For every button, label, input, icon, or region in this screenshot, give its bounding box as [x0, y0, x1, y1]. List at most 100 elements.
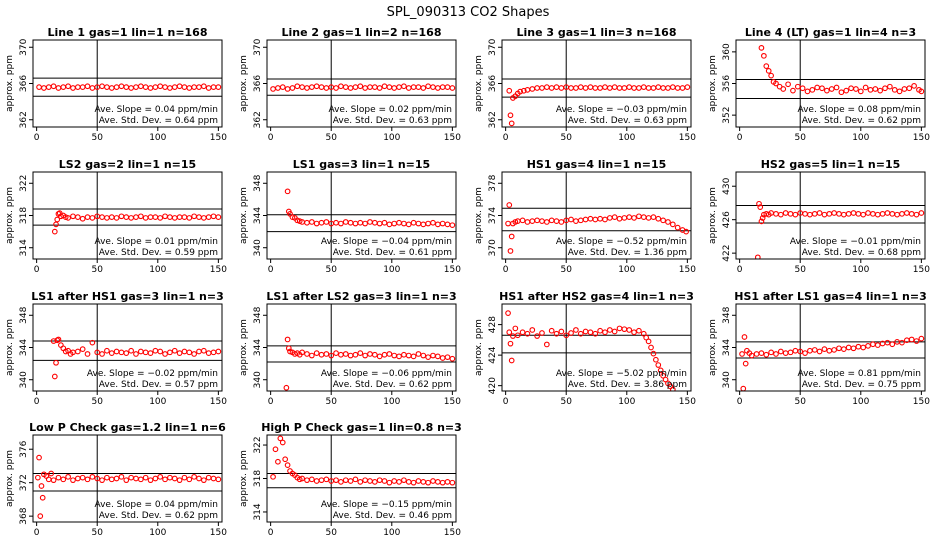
- x-tick-label: 100: [383, 133, 400, 143]
- data-point: [872, 86, 879, 92]
- data-point: [809, 86, 816, 93]
- data-point: [683, 228, 690, 235]
- data-point: [133, 475, 139, 482]
- data-point: [210, 349, 217, 356]
- y-tick-label: 424: [488, 346, 498, 363]
- chart-panel: Line 2 gas=1 lin=2 n=168 0 50 100 150 362 366 3…: [239, 26, 461, 143]
- data-point: [643, 334, 650, 341]
- data-point: [284, 336, 291, 343]
- y-axis-label: approx. ppm: [5, 187, 15, 244]
- data-point: [512, 325, 519, 332]
- panels: Line 1 gas=1 lin=1 n=168 0 50 100 150 362 366 3…: [5, 26, 930, 538]
- x-tick-label: 50: [560, 265, 572, 275]
- x-tick-label: 50: [325, 133, 337, 143]
- data-point: [176, 477, 183, 484]
- data-point: [430, 352, 436, 359]
- data-point: [819, 85, 825, 92]
- data-point: [420, 85, 427, 91]
- data-point: [205, 350, 212, 356]
- data-point: [884, 210, 891, 216]
- data-point: [430, 84, 436, 90]
- data-point: [171, 347, 178, 354]
- y-axis-label: approx. ppm: [474, 55, 484, 112]
- data-series: [758, 45, 925, 96]
- slope-annotation: Ave. Slope = 0.02 ppm/min: [328, 105, 452, 115]
- data-point: [386, 479, 393, 486]
- data-point: [196, 348, 202, 355]
- data-point: [425, 83, 431, 90]
- data-point: [425, 354, 431, 361]
- data-point: [563, 332, 570, 339]
- std-annotation: Ave. Std. Dev. = 0.62 ppm: [333, 380, 452, 390]
- data-point: [558, 85, 565, 91]
- panel-title: Line 4 (LT) gas=1 lin=4 n=3: [745, 26, 916, 39]
- data-point: [357, 219, 364, 226]
- chart-panel: HS1 after LS1 gas=4 lin=1 n=3 0 50 100 150 34…: [708, 290, 930, 407]
- data-point: [592, 85, 599, 91]
- x-tick-label: 50: [560, 133, 572, 143]
- data-point: [543, 84, 550, 90]
- data-point: [582, 85, 589, 91]
- data-point: [65, 215, 71, 221]
- data-point: [439, 84, 446, 90]
- data-point: [802, 210, 808, 217]
- data-point: [167, 85, 173, 91]
- data-point: [352, 351, 359, 358]
- reference-lines: [267, 40, 456, 127]
- x-tick-label: 150: [679, 265, 696, 275]
- data-point: [352, 84, 359, 90]
- data-point: [777, 211, 784, 218]
- data-point: [51, 373, 58, 380]
- data-point: [279, 439, 286, 446]
- y-tick-label: 340: [19, 371, 29, 388]
- data-point: [171, 215, 178, 221]
- data-point: [60, 84, 67, 90]
- x-tick-label: 50: [91, 397, 103, 407]
- data-point: [655, 215, 662, 222]
- data-point: [908, 210, 915, 217]
- data-point: [573, 218, 579, 224]
- data-point: [918, 335, 925, 342]
- data-point: [200, 477, 207, 484]
- data-point: [65, 473, 71, 480]
- data-point: [99, 214, 105, 220]
- data-point: [205, 474, 212, 481]
- panel-title: HS2 gas=5 lin=1 n=15: [761, 158, 901, 171]
- reference-lines: [33, 172, 222, 259]
- plot-frame: [735, 171, 926, 260]
- data-point: [113, 475, 120, 482]
- data-point: [401, 477, 407, 484]
- reference-lines: [33, 435, 222, 522]
- data-point: [621, 326, 628, 333]
- data-point: [104, 215, 110, 221]
- data-point: [299, 475, 305, 482]
- data-point: [631, 85, 637, 91]
- data-point: [362, 352, 368, 359]
- data-point: [176, 83, 183, 90]
- data-point: [371, 351, 378, 358]
- data-point: [405, 221, 412, 228]
- data-point: [616, 325, 623, 332]
- data-point: [506, 87, 513, 94]
- y-axis-label: approx. ppm: [474, 319, 484, 376]
- data-point: [342, 351, 349, 357]
- x-tick-label: 0: [503, 133, 509, 143]
- data-point: [89, 85, 96, 91]
- data-point: [430, 219, 436, 226]
- data-point: [99, 477, 105, 484]
- data-point: [773, 351, 779, 357]
- data-point: [147, 477, 154, 484]
- y-tick-label: 370: [19, 38, 29, 55]
- data-point: [181, 348, 188, 355]
- data-point: [74, 84, 81, 90]
- data-point: [577, 84, 584, 90]
- data-point: [848, 85, 854, 92]
- y-tick-label: 322: [19, 175, 29, 192]
- data-point: [186, 349, 193, 356]
- data-point: [210, 84, 217, 90]
- data-point: [439, 355, 446, 361]
- data-point: [415, 84, 422, 90]
- y-tick-label: 344: [253, 207, 263, 224]
- data-point: [660, 372, 666, 379]
- data-point: [142, 474, 149, 481]
